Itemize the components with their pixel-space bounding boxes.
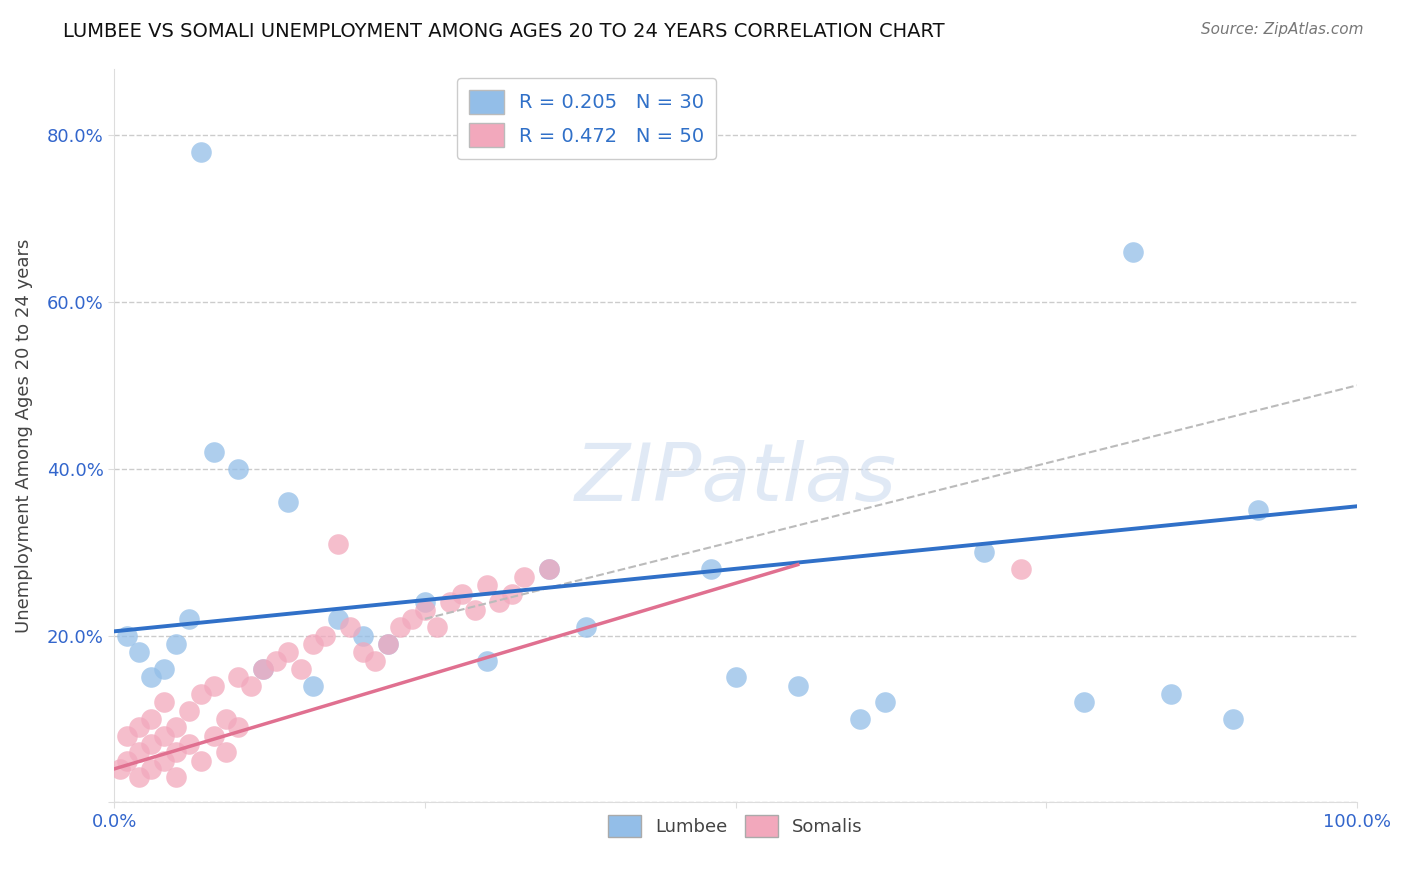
Point — [1246, 503, 1268, 517]
Point — [177, 612, 200, 626]
Point — [464, 603, 486, 617]
Point — [115, 628, 138, 642]
Point — [165, 770, 187, 784]
Point — [302, 637, 325, 651]
Point — [326, 612, 349, 626]
Point — [401, 612, 423, 626]
Point — [239, 679, 262, 693]
Point — [290, 662, 312, 676]
Point — [326, 537, 349, 551]
Point — [110, 762, 132, 776]
Point — [389, 620, 412, 634]
Point — [475, 578, 498, 592]
Point — [264, 653, 287, 667]
Point — [128, 645, 150, 659]
Point — [724, 670, 747, 684]
Point — [314, 628, 336, 642]
Point — [339, 620, 361, 634]
Point — [700, 562, 723, 576]
Point — [202, 729, 225, 743]
Point — [426, 620, 449, 634]
Point — [277, 645, 299, 659]
Point — [190, 754, 212, 768]
Point — [128, 720, 150, 734]
Point — [973, 545, 995, 559]
Point — [141, 670, 163, 684]
Point — [475, 653, 498, 667]
Point — [1222, 712, 1244, 726]
Point — [873, 695, 896, 709]
Point — [252, 662, 274, 676]
Point — [190, 145, 212, 159]
Point — [128, 745, 150, 759]
Legend: Lumbee, Somalis: Lumbee, Somalis — [600, 808, 870, 845]
Point — [202, 679, 225, 693]
Point — [413, 595, 436, 609]
Point — [153, 729, 176, 743]
Point — [849, 712, 872, 726]
Point — [177, 704, 200, 718]
Point — [377, 637, 399, 651]
Point — [538, 562, 561, 576]
Point — [277, 495, 299, 509]
Point — [153, 695, 176, 709]
Point — [352, 645, 374, 659]
Point — [141, 762, 163, 776]
Text: Source: ZipAtlas.com: Source: ZipAtlas.com — [1201, 22, 1364, 37]
Point — [115, 729, 138, 743]
Point — [439, 595, 461, 609]
Text: ZIPatlas: ZIPatlas — [575, 441, 897, 518]
Point — [165, 720, 187, 734]
Point — [165, 745, 187, 759]
Point — [575, 620, 598, 634]
Point — [228, 670, 250, 684]
Point — [488, 595, 510, 609]
Point — [451, 587, 474, 601]
Point — [1122, 244, 1144, 259]
Point — [377, 637, 399, 651]
Point — [202, 445, 225, 459]
Y-axis label: Unemployment Among Ages 20 to 24 years: Unemployment Among Ages 20 to 24 years — [15, 238, 32, 632]
Point — [252, 662, 274, 676]
Point — [215, 745, 238, 759]
Point — [165, 637, 187, 651]
Point — [1010, 562, 1032, 576]
Point — [153, 754, 176, 768]
Point — [115, 754, 138, 768]
Point — [141, 737, 163, 751]
Point — [153, 662, 176, 676]
Point — [364, 653, 387, 667]
Point — [177, 737, 200, 751]
Point — [513, 570, 536, 584]
Point — [228, 462, 250, 476]
Point — [786, 679, 808, 693]
Point — [413, 603, 436, 617]
Point — [538, 562, 561, 576]
Point — [128, 770, 150, 784]
Text: LUMBEE VS SOMALI UNEMPLOYMENT AMONG AGES 20 TO 24 YEARS CORRELATION CHART: LUMBEE VS SOMALI UNEMPLOYMENT AMONG AGES… — [63, 22, 945, 41]
Point — [141, 712, 163, 726]
Point — [190, 687, 212, 701]
Point — [501, 587, 523, 601]
Point — [1073, 695, 1095, 709]
Point — [228, 720, 250, 734]
Point — [215, 712, 238, 726]
Point — [352, 628, 374, 642]
Point — [302, 679, 325, 693]
Point — [1160, 687, 1182, 701]
